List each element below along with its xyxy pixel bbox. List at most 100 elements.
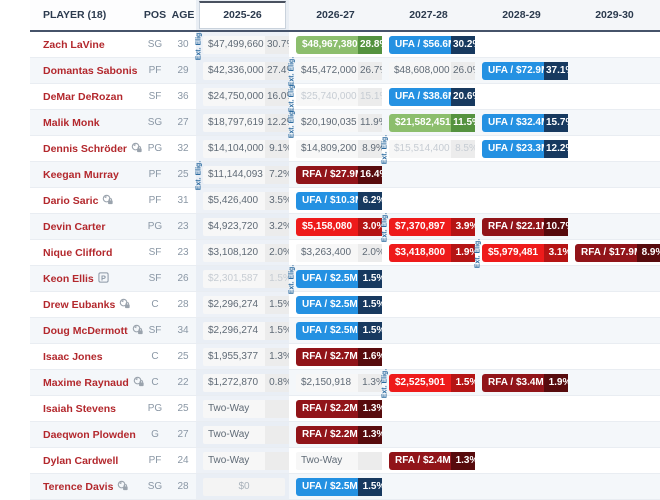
salary-value: $4,923,720: [203, 217, 265, 236]
player-name-link[interactable]: Isaiah Stevens: [43, 402, 116, 415]
salary-cell: [475, 317, 568, 344]
column-header-season-2027-28[interactable]: 2027-28: [382, 0, 475, 32]
salary-cell: $14,104,000 9.1%: [196, 135, 296, 162]
salary-cell: [568, 83, 660, 110]
player-name-link[interactable]: Malik Monk: [43, 116, 100, 129]
player-name-link[interactable]: Domantas Sabonis: [43, 64, 138, 77]
column-header-season-2028-29[interactable]: 2028-29: [475, 0, 568, 32]
player-name-link[interactable]: Daeqwon Plowden: [43, 428, 136, 441]
salary-value: $5,426,400: [203, 191, 265, 210]
badge-value: RFA / $2.7M: [296, 347, 358, 366]
player-cell: Dennis Schröder: [30, 135, 142, 162]
column-header-season-2026-27[interactable]: 2026-27: [289, 0, 382, 32]
player-row: DeMar DeRozan SF 36 $24,750,000 16.0% Ext. El…: [30, 82, 660, 112]
cap-percent: 3.2%: [265, 217, 296, 236]
salary-value: $18,797,619: [203, 113, 265, 132]
cap-hit-box: $11,144,093 7.2%: [203, 165, 296, 184]
ufa-badge: UFA / $56.6M 30.2%: [389, 35, 483, 54]
cap-percent: 8.5%: [451, 139, 482, 158]
ufa-badge: UFA / $32.4M 15.7%: [482, 113, 576, 132]
player-name-link[interactable]: Dylan Cardwell: [43, 454, 119, 467]
salary-cell: [568, 421, 660, 448]
salary-cell: [475, 343, 568, 370]
player-name-link[interactable]: Keegan Murray: [43, 168, 119, 181]
player-row: Daeqwon Plowden G 27 Two-Way RFA / $2.2M 1.3%: [30, 421, 660, 448]
salary-cell: [475, 83, 568, 110]
badge-value: RFA / $17.9M: [575, 243, 642, 262]
player-name-link[interactable]: Maxime Raynaud: [43, 377, 129, 389]
badge-value: $2,525,901: [389, 373, 451, 392]
player-cell: Doug McDermott: [30, 317, 143, 344]
ufa-badge: UFA / $38.6M 20.6%: [389, 87, 483, 106]
player-age: 23: [170, 239, 196, 266]
two-way-box: Two-Way: [296, 451, 389, 470]
salary-value: $42,336,000: [203, 61, 265, 80]
player-name-link[interactable]: Terence Davis: [43, 481, 114, 493]
salary-cell: Ext. Elig. $45,472,000 26.7%: [289, 56, 389, 86]
column-header-pos[interactable]: POS: [140, 0, 170, 32]
rfa-badge: RFA / $2.2M 1.3%: [296, 425, 390, 444]
salary-cell: [568, 369, 660, 396]
player-cell: Keegan Murray: [30, 161, 140, 188]
salary-cell: [382, 187, 475, 214]
ufa-badge: UFA / $2.5M 1.5%: [296, 295, 390, 314]
option-icon: P: [98, 272, 109, 283]
two-way-box: Two-Way: [203, 451, 296, 470]
player-cell: Maxime Raynaud: [30, 369, 144, 396]
player-name-link[interactable]: Keon Ellis: [43, 273, 94, 285]
player-name-link[interactable]: Dario Saric: [43, 195, 99, 207]
salary-cell: $14,809,200 8.9%: [289, 135, 389, 162]
player-row: Terence Davis SG 28 $0 UFA / $2.5M 1.5%: [30, 473, 660, 500]
column-header-age[interactable]: AGE: [170, 0, 196, 32]
player-name-link[interactable]: Nique Clifford: [43, 246, 113, 259]
player-position: C: [140, 369, 170, 396]
column-header-season-2029-30[interactable]: 2029-30: [568, 0, 660, 32]
salary-cell: $18,797,619 12.2%: [196, 109, 296, 136]
column-header-season-2025-26[interactable]: 2025-26: [196, 0, 289, 32]
salary-cell: Ext. Elig. $11,144,093 7.2%: [196, 160, 296, 190]
player-name-link[interactable]: Devin Carter: [43, 220, 106, 233]
salary-cell: $3,418,800 1.9%: [382, 239, 483, 266]
cap-hit-box: $42,336,000 27.4%: [203, 61, 296, 80]
salary-cell: Ext. Elig. UFA / $2.5M 1.5%: [289, 264, 390, 294]
salary-cell: RFA / $27.9M 16.4%: [289, 161, 390, 188]
salary-value: $2,296,274: [203, 295, 265, 314]
cap-percent: 1.3%: [358, 373, 389, 392]
cap-percent: 3.5%: [265, 191, 296, 210]
player-age: 30: [170, 31, 196, 58]
team-option-badge: $7,370,897 3.9%: [389, 217, 483, 236]
salary-value: $11,144,093: [203, 165, 265, 184]
salary-cell: [568, 265, 660, 292]
cap-hit-box: $47,499,660 30.7%: [203, 35, 296, 54]
salary-cell: [382, 343, 475, 370]
player-position: PF: [140, 57, 170, 84]
salary-value: $3,263,400: [296, 243, 358, 262]
player-name-link[interactable]: Zach LaVine: [43, 38, 105, 51]
player-name-link[interactable]: Isaac Jones: [43, 350, 103, 363]
salary-cell: $3,263,400 2.0%: [289, 239, 389, 266]
player-name-link[interactable]: Drew Eubanks: [43, 299, 116, 311]
svg-text:P: P: [101, 273, 106, 282]
salary-cell: [382, 421, 475, 448]
player-row: Doug McDermott SF 34 $2,296,274 1.5% UFA / $2…: [30, 317, 660, 344]
salary-cell: UFA / $38.6M 20.6%: [382, 83, 483, 110]
badge-value: RFA / $2.2M: [296, 425, 358, 444]
player-name-link[interactable]: DeMar DeRozan: [43, 90, 123, 103]
cap-percent: 1.5%: [265, 269, 296, 288]
salary-cell: UFA / $72.9M 37.1%: [475, 57, 576, 84]
player-cell: Zach LaVine: [30, 31, 140, 58]
player-name-link[interactable]: Dennis Schröder: [43, 143, 128, 155]
two-way-box: Two-Way: [203, 399, 296, 418]
player-row: Nique Clifford SF 23 $3,108,120 2.0% $3,263,4…: [30, 238, 660, 268]
salary-cell: [475, 421, 568, 448]
badge-value: $3,418,800: [389, 243, 451, 262]
player-name-link[interactable]: Doug McDermott: [43, 325, 128, 337]
player-cell: Drew Eubanks: [30, 291, 140, 318]
column-header-player[interactable]: PLAYER (18): [30, 0, 140, 32]
player-cell: Domantas Sabonis: [30, 57, 140, 84]
salary-cell: $48,967,380 28.8%: [289, 31, 390, 58]
player-age: 25: [170, 343, 196, 370]
salary-value: $45,472,000: [296, 61, 358, 80]
salary-cell: [475, 31, 568, 58]
salary-cell: [568, 135, 660, 162]
